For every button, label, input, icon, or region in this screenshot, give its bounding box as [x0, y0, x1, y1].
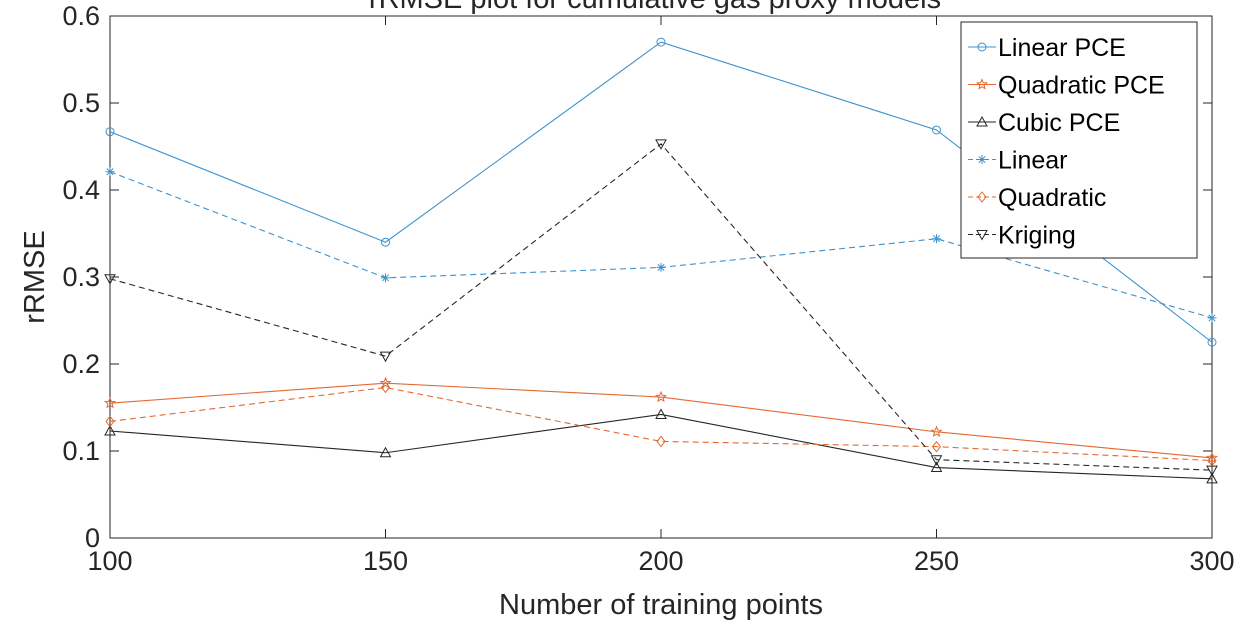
chart-title: rRMSE plot for cumulative gas proxy mode… [369, 0, 941, 15]
data-point [1208, 313, 1217, 322]
data-point [106, 167, 115, 176]
legend: Linear PCE Quadratic PCE Cubic PCE Linear Qu… [961, 22, 1197, 258]
data-point [657, 263, 666, 272]
legend-label: Linear PCE [998, 34, 1126, 62]
legend-marker [978, 155, 987, 164]
legend-label: Linear [998, 147, 1068, 175]
y-tick-label: 0.1 [62, 436, 100, 466]
y-axis-label: rRMSE [19, 230, 51, 323]
y-tick-label: 0.6 [62, 1, 100, 31]
x-tick-label: 250 [914, 546, 959, 576]
x-tick-label: 300 [1189, 546, 1234, 576]
legend-label: Cubic PCE [998, 109, 1120, 137]
data-point [932, 234, 941, 243]
x-tick-label: 150 [363, 546, 408, 576]
y-tick-label: 0.4 [62, 175, 100, 205]
data-point [381, 273, 390, 282]
legend-item: Quadratic PCE [968, 72, 1165, 100]
legend-label: Quadratic PCE [998, 72, 1165, 100]
legend-label: Kriging [998, 222, 1076, 250]
y-tick-label: 0.2 [62, 349, 100, 379]
x-axis-label: Number of training points [499, 589, 823, 621]
y-tick-label: 0.3 [62, 262, 100, 292]
x-tick-label: 200 [638, 546, 683, 576]
y-tick-label: 0.5 [62, 88, 100, 118]
legend-label: Quadratic [998, 184, 1106, 212]
x-tick-label: 100 [87, 546, 132, 576]
